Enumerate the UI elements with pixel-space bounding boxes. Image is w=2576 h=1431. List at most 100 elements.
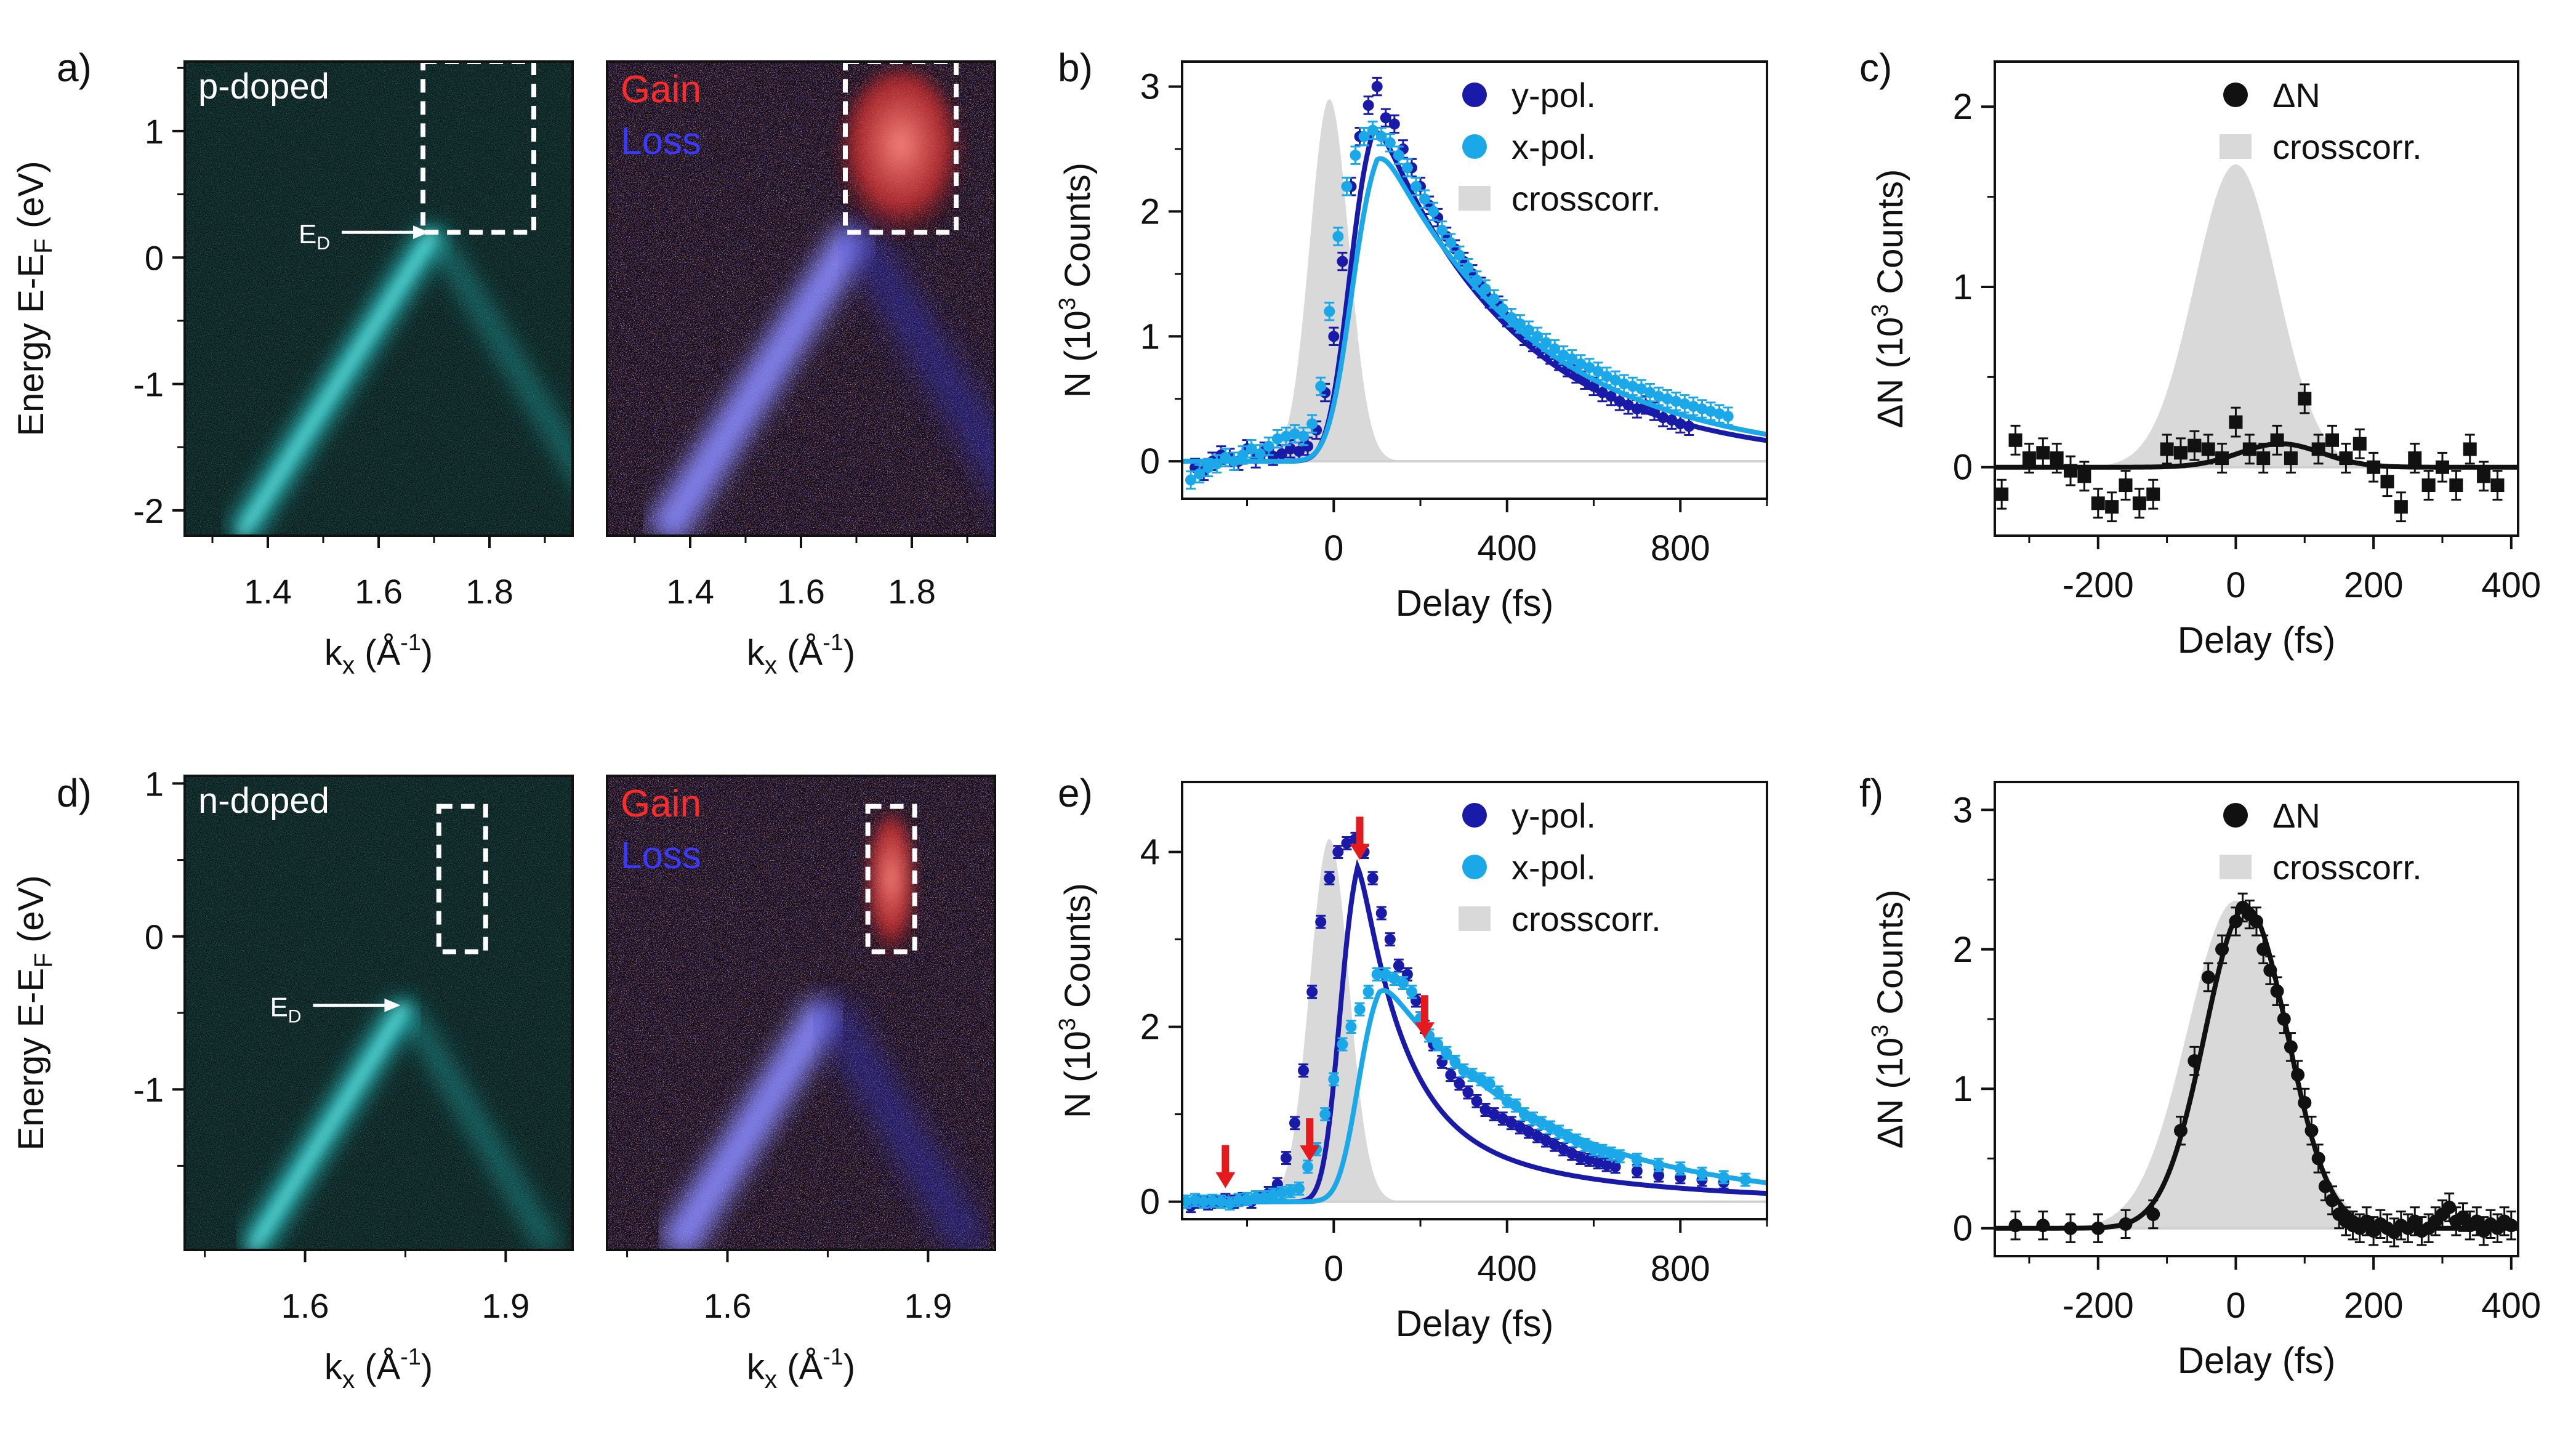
data-point (1475, 1073, 1487, 1085)
data-point (2256, 451, 2271, 466)
data-point (2421, 478, 2436, 493)
y-tick-label: 1 (145, 764, 164, 803)
crosscorr-area (1995, 900, 2518, 1228)
data-point (1618, 378, 1630, 390)
data-point (1558, 349, 1569, 361)
x-axis-label: kx (Å-1) (747, 629, 855, 679)
data-point (2284, 1040, 2298, 1054)
data-point (1635, 383, 1647, 395)
data-point (1350, 150, 1361, 161)
data-point (1324, 873, 1335, 884)
data-point (1579, 1139, 1591, 1151)
data-point (1614, 395, 1625, 407)
data-point (1289, 428, 1300, 440)
data-point (2132, 496, 2146, 510)
data-point (2160, 442, 2174, 456)
red-arrow-head (1300, 1145, 1320, 1162)
data-point (1566, 353, 1578, 365)
x-axis-label-end: ) (421, 1347, 433, 1387)
y-tick-label: 0 (145, 238, 164, 277)
data-point (1549, 1139, 1561, 1151)
plot-area (1182, 76, 1767, 490)
x-axis-label-sup: -1 (823, 629, 843, 655)
y-axis-label-text: Energy E-E (11, 968, 51, 1151)
data-point (2477, 469, 2491, 483)
dirac-arrow-head (413, 225, 429, 240)
data-point (2008, 433, 2023, 447)
legend-loss: Loss (621, 120, 701, 163)
x-tick-label: 800 (1651, 528, 1710, 568)
data-point (1367, 124, 1379, 136)
data-point (1492, 1087, 1504, 1098)
data-point (1384, 137, 1396, 148)
data-point (1584, 1154, 1595, 1166)
x-tick-label: 0 (2226, 1286, 2245, 1326)
y-tick-label: 2 (1953, 87, 1973, 127)
x-tick-label: 1.6 (704, 1286, 752, 1325)
data-point (1605, 1148, 1617, 1159)
y-axis-label-end: (eV) (11, 161, 51, 238)
data-point (1683, 421, 1695, 432)
data-point (1532, 331, 1544, 342)
y-axis-label-text: Energy E-E (11, 254, 51, 437)
data-point (2339, 451, 2353, 466)
cone-right-branch (425, 227, 573, 481)
y-tick-label: -2 (133, 491, 164, 530)
x-tick-label: -200 (2063, 1286, 2134, 1326)
x-tick-label: 1.6 (355, 572, 403, 611)
red-arrow-head (1350, 844, 1370, 860)
data-point (2036, 446, 2050, 460)
data-point (1666, 414, 1678, 426)
data-point (2311, 442, 2325, 456)
data-point (1371, 81, 1383, 92)
series-xpol (1182, 967, 1767, 1211)
data-point (1713, 408, 1725, 420)
data-point (1254, 448, 1266, 459)
data-point (1696, 1168, 1708, 1180)
data-point (1388, 973, 1400, 985)
data-point (2022, 451, 2036, 466)
data-point (1328, 1073, 1340, 1085)
data-point (2215, 942, 2229, 956)
data-point (2215, 451, 2229, 466)
legend-swatch (1462, 803, 1487, 828)
data-point (1362, 986, 1374, 998)
data-point (1246, 443, 1257, 454)
x-axis-label: Delay (fs) (1396, 1303, 1554, 1344)
data-point (1332, 231, 1344, 242)
data-point (1198, 1196, 1210, 1207)
data-point (1428, 206, 1439, 217)
data-point (1328, 331, 1340, 342)
x-tick-label: 1.8 (465, 572, 513, 611)
data-point (1657, 412, 1669, 424)
y-tick-label: 2 (1140, 191, 1160, 232)
loss-cone-right (843, 224, 995, 490)
data-point (1622, 399, 1634, 411)
x-axis-label-text: k (324, 1347, 343, 1387)
data-point (1185, 474, 1197, 486)
data-point (1375, 131, 1387, 142)
y-axis-label-end: Counts) (1058, 883, 1098, 1018)
dirac-point-label: ED (270, 993, 301, 1027)
data-point (1284, 1185, 1296, 1197)
data-point (1267, 1189, 1279, 1201)
data-point (2201, 970, 2215, 985)
image-area (185, 62, 573, 536)
data-point (1380, 969, 1391, 980)
x-tick-label: 1.4 (666, 572, 714, 611)
x-tick-label: 0 (2226, 565, 2245, 605)
data-point (2325, 1193, 2340, 1207)
data-point (1479, 1104, 1491, 1116)
data-point (1354, 1004, 1366, 1015)
data-point (2242, 442, 2256, 456)
y-axis-label-text: ΔN (10 (1870, 317, 1910, 429)
data-point (1514, 1121, 1526, 1133)
dirac-arrow-head (384, 998, 401, 1012)
data-point (1315, 381, 1327, 392)
data-point (1194, 468, 1205, 480)
data-point (1384, 933, 1396, 945)
x-axis-label-sup: -1 (823, 1344, 843, 1369)
data-point (1220, 452, 1231, 464)
data-point (1501, 1095, 1513, 1107)
